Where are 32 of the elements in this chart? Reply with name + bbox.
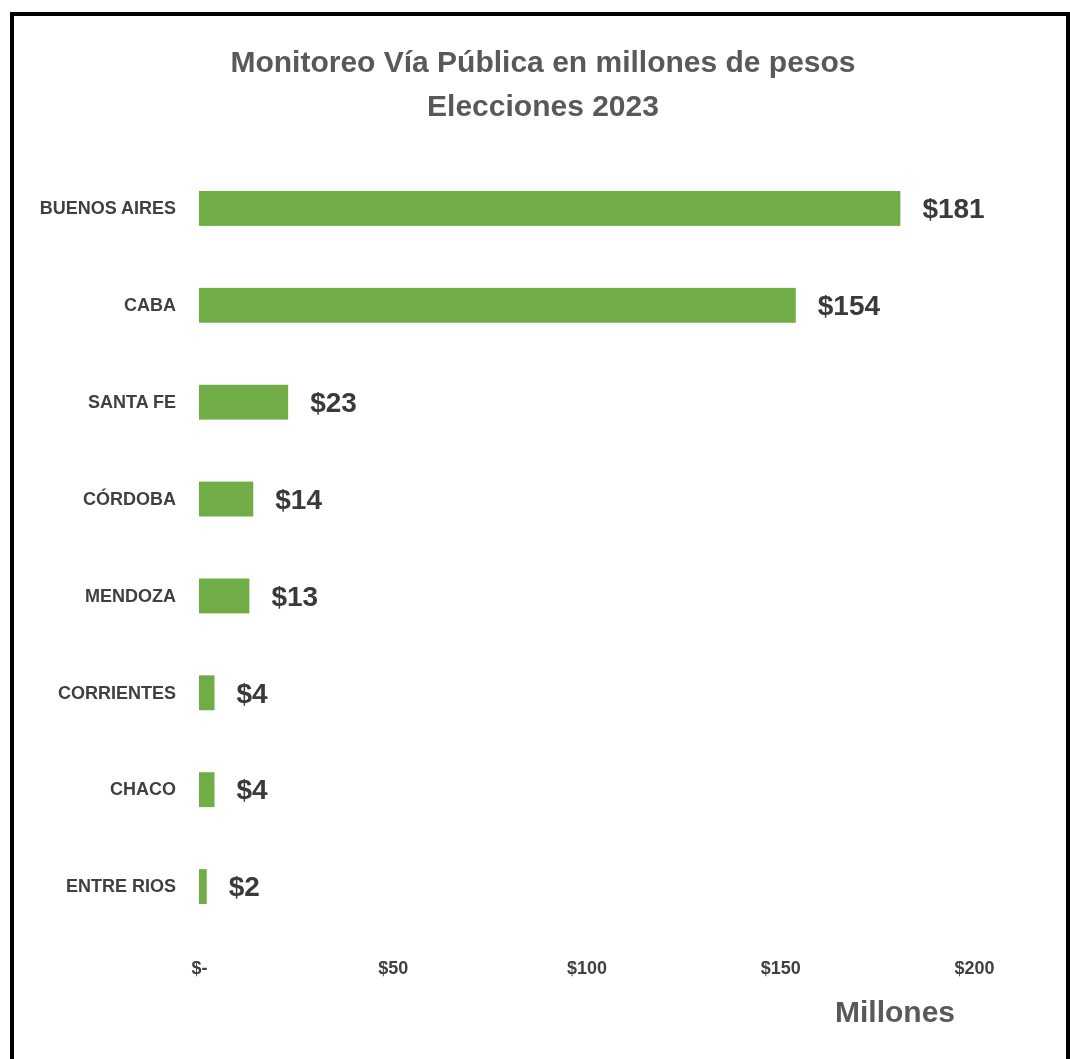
data-label: $13 xyxy=(271,580,319,612)
x-tick-label: $- xyxy=(191,957,208,978)
bar xyxy=(199,481,254,517)
x-tick-label: $200 xyxy=(954,957,995,978)
data-label: $4 xyxy=(236,677,269,709)
y-tick-label: BUENOS AIRES xyxy=(39,198,176,219)
bar xyxy=(199,869,207,904)
bar xyxy=(199,191,901,226)
bar xyxy=(199,675,215,711)
chart-subtitle: Elecciones 2023 xyxy=(427,89,659,122)
y-tick-label: CHACO xyxy=(110,779,176,800)
y-tick-label: CABA xyxy=(124,295,176,316)
data-label: $154 xyxy=(817,290,881,322)
x-tick-label: $50 xyxy=(378,957,409,978)
x-axis-title: Millones xyxy=(834,995,956,1028)
y-tick-label: ENTRE RIOS xyxy=(65,876,176,897)
y-tick-label: SANTA FE xyxy=(88,391,176,412)
x-tick-label: $100 xyxy=(566,957,608,978)
data-label: $2 xyxy=(228,871,260,903)
bar xyxy=(199,384,289,420)
data-label: $23 xyxy=(310,386,357,418)
data-label: $14 xyxy=(275,483,323,515)
y-tick-label: CORRIENTES xyxy=(57,682,176,703)
chart-title: Monitoreo Vía Pública en millones de pesos xyxy=(230,45,856,78)
x-tick-label: $150 xyxy=(760,957,801,978)
data-label: $181 xyxy=(922,193,985,225)
bar xyxy=(199,578,250,614)
bar xyxy=(199,772,215,808)
y-tick-label: MENDOZA xyxy=(85,585,176,606)
y-tick-label: CÓRDOBA xyxy=(83,487,176,509)
data-label: $4 xyxy=(236,774,269,806)
bar xyxy=(199,287,796,323)
